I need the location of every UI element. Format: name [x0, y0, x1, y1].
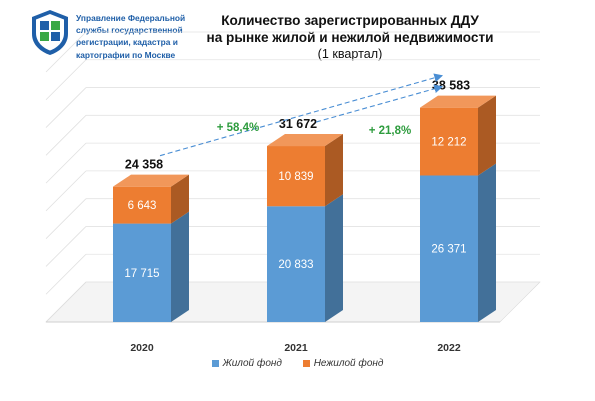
- x-tick-label: 2021: [284, 342, 308, 354]
- growth-arrow-2020-2022: [159, 73, 444, 157]
- chart-subtitle: (1 квартал): [317, 47, 383, 61]
- gridline-side: [45, 281, 87, 323]
- x-tick-label: 2020: [130, 342, 154, 354]
- gridline-side: [45, 87, 87, 128]
- bar-residential-front: [267, 206, 325, 322]
- legend-swatch-residential: [211, 360, 219, 367]
- gridline-side: [45, 170, 87, 212]
- bar-nonresidential-side: [171, 174, 189, 224]
- bar-residential-side: [171, 211, 189, 322]
- bar-residential-side: [325, 194, 343, 322]
- legend-swatch-nonresidential: [302, 360, 310, 367]
- bar-nonresidential-side: [325, 134, 343, 207]
- chart-legend: Жилой фонд Нежилой фонд: [0, 358, 595, 370]
- x-tick-label: 2022: [437, 342, 461, 354]
- data-label-nonresidential: 12 212: [431, 137, 466, 149]
- bar-nonresidential-top: [420, 95, 496, 108]
- data-label-nonresidential: 10 839: [278, 171, 313, 183]
- bar-nonresidential-top: [113, 174, 189, 187]
- gridline-side: [45, 198, 87, 239]
- data-label-total: 38 583: [432, 79, 470, 93]
- bar-residential-side: [478, 163, 496, 322]
- data-label-residential: 20 833: [278, 259, 313, 271]
- gridline-side: [45, 142, 87, 184]
- chart-title: Количество зарегистрированных ДДУ на рын…: [175, 12, 525, 63]
- data-label-total: 31 672: [279, 117, 317, 131]
- organization-name-line: картографии по Москве: [76, 49, 176, 60]
- chart-title-line: на рынке жилой и нежилой недвижимости: [206, 30, 494, 45]
- data-label-residential: 17 715: [124, 268, 159, 280]
- legend-label-nonresidential: Нежилой фонд: [313, 358, 384, 369]
- bar-nonresidential-front: [420, 107, 478, 176]
- bar-residential-front: [420, 175, 478, 322]
- bar-nonresidential-top: [267, 134, 343, 147]
- bar-residential-front: [113, 223, 171, 322]
- legend-label-residential: Жилой фонд: [222, 358, 282, 369]
- gridline-side: [45, 226, 87, 267]
- data-label-total: 24 358: [125, 158, 163, 172]
- growth-label-2020-2022: + 58,4%: [217, 122, 260, 134]
- gridline-side: [45, 253, 87, 295]
- legend-item-residential: Жилой фонд: [211, 358, 282, 369]
- data-label-nonresidential: 6 643: [128, 200, 157, 212]
- gridline-side: [45, 115, 87, 156]
- organization-name-line: службы государственной: [76, 25, 183, 36]
- bar-nonresidential-front: [113, 186, 171, 224]
- organization-name-line: регистрации, кадастра и: [76, 37, 178, 48]
- gridline-side: [45, 59, 87, 101]
- growth-label-2021-2022: + 21,8%: [369, 125, 412, 137]
- organization-name-line: Управление Федеральной: [76, 13, 186, 23]
- organization-name: Управление Федеральной службы государств…: [76, 12, 194, 61]
- bar-nonresidential-side: [478, 95, 496, 176]
- data-label-residential: 26 371: [431, 244, 466, 256]
- gridline-side: [45, 31, 87, 73]
- bar-nonresidential-front: [267, 146, 325, 207]
- rosreestr-logo-icon: [32, 10, 68, 55]
- growth-arrow-2021-2022: [315, 84, 444, 123]
- legend-item-nonresidential: Нежилой фонд: [302, 358, 384, 369]
- chart-title-line: Количество зарегистрированных ДДУ: [221, 13, 479, 28]
